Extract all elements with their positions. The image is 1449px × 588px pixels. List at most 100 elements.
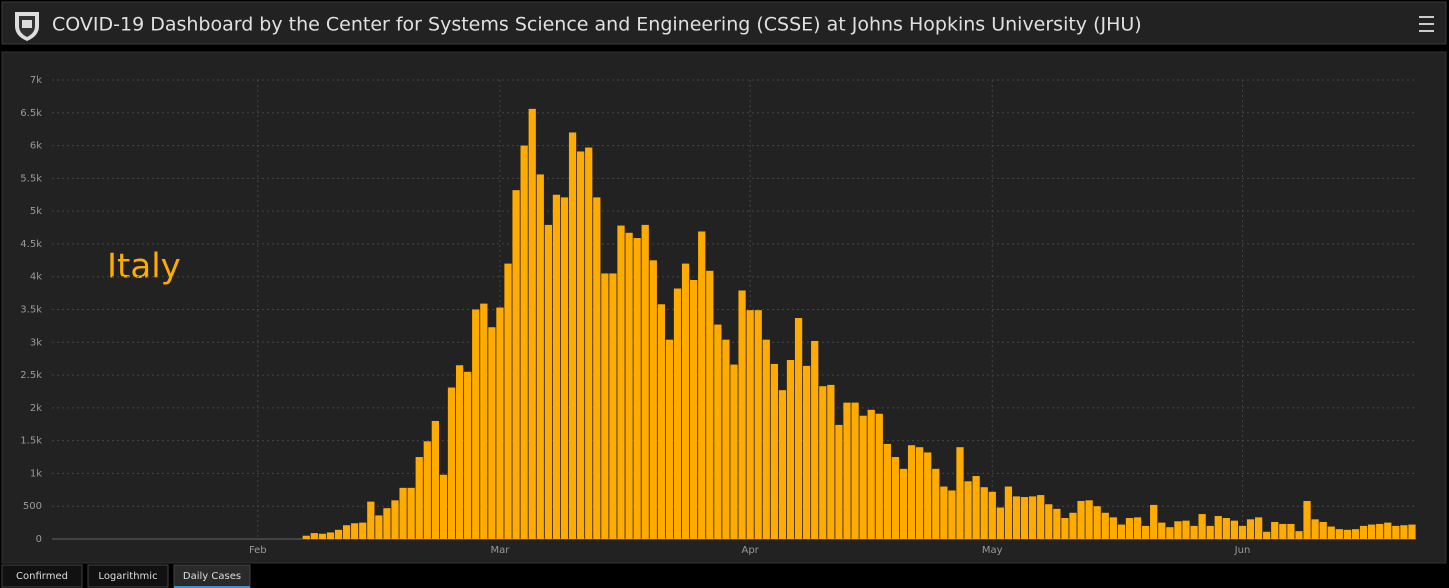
bar — [1004, 486, 1013, 539]
bar — [1222, 518, 1230, 539]
bar — [1295, 531, 1303, 539]
bar — [1085, 500, 1093, 539]
bar — [706, 270, 714, 539]
bar — [859, 415, 867, 539]
y-tick-label: 6k — [30, 141, 42, 152]
bar — [851, 402, 859, 539]
tab[interactable] — [1, 564, 83, 588]
bar — [625, 232, 633, 539]
bar — [1053, 508, 1061, 539]
y-tick-label: 500 — [23, 501, 42, 512]
bar — [714, 324, 722, 539]
bar — [940, 486, 948, 539]
bar — [1367, 524, 1376, 539]
bar — [956, 447, 964, 539]
tab-label: Daily Cases — [183, 571, 241, 582]
bar — [455, 365, 464, 539]
bar — [964, 481, 972, 539]
x-tick-label: May — [982, 545, 1003, 556]
bar — [649, 260, 657, 539]
bar — [980, 487, 988, 539]
bar — [351, 523, 359, 539]
bar — [1327, 526, 1335, 539]
bar — [1343, 529, 1352, 539]
logo — [15, 12, 39, 41]
header-title: COVID-19 Dashboard by the Center for Sys… — [52, 14, 1142, 36]
bar — [1238, 525, 1247, 539]
bar — [1190, 525, 1198, 539]
bar — [415, 457, 423, 539]
bar — [1182, 520, 1190, 539]
y-tick-label: 5k — [30, 206, 42, 217]
bar — [1400, 525, 1408, 539]
bar — [1045, 504, 1053, 539]
bar — [520, 145, 528, 540]
bar — [391, 500, 399, 539]
bar — [1109, 517, 1117, 539]
bar — [681, 263, 690, 539]
y-tick-label: 4.5k — [20, 239, 42, 250]
bar — [988, 491, 996, 539]
bar — [794, 318, 803, 539]
bar — [302, 535, 310, 539]
bar — [480, 303, 488, 539]
bar — [819, 386, 827, 539]
bar — [1206, 525, 1214, 539]
y-tick-label: 5.5k — [20, 173, 42, 184]
bar — [827, 384, 835, 539]
bar — [1287, 523, 1295, 539]
bar — [375, 515, 383, 539]
bar — [1263, 531, 1271, 539]
bar — [730, 364, 738, 539]
bar — [1077, 500, 1085, 539]
menu-icon[interactable] — [1419, 16, 1434, 32]
bar — [367, 501, 375, 539]
bar — [762, 339, 770, 539]
bar — [899, 468, 908, 539]
bar — [1093, 506, 1101, 539]
bar — [698, 231, 706, 539]
bar — [1319, 521, 1327, 539]
y-tick-label: 3.5k — [20, 305, 42, 316]
bar — [1061, 518, 1069, 539]
bar — [1335, 529, 1343, 539]
bar — [383, 508, 391, 539]
bar — [609, 273, 617, 539]
bar — [560, 197, 569, 539]
bar — [1150, 504, 1158, 539]
bar — [867, 409, 875, 539]
y-tick-label: 4k — [30, 272, 42, 283]
bar — [1230, 520, 1239, 539]
bar — [770, 363, 778, 539]
bar — [641, 224, 649, 540]
bar — [1174, 521, 1182, 539]
y-tick-label: 2k — [30, 403, 42, 414]
bar — [439, 474, 448, 539]
bar — [1166, 527, 1174, 539]
bar — [835, 424, 843, 539]
bar — [1141, 525, 1150, 539]
bar — [1020, 497, 1029, 539]
x-tick-label: Mar — [491, 545, 511, 556]
bar — [633, 238, 641, 539]
tab-bar: Confirmed Logarithmic Daily Cases — [1, 564, 251, 588]
bar — [310, 533, 318, 539]
tab-label: Logarithmic — [98, 571, 157, 582]
bar — [1271, 521, 1279, 539]
tab[interactable] — [87, 564, 169, 588]
bar — [786, 359, 795, 539]
x-tick-label: Feb — [249, 545, 267, 556]
bar — [1117, 524, 1126, 539]
y-tick-label: 1k — [30, 468, 42, 479]
bar — [359, 522, 367, 539]
bar — [1037, 495, 1045, 539]
bar — [948, 490, 956, 539]
bar — [528, 108, 536, 539]
bar — [536, 174, 544, 539]
bar — [1303, 500, 1311, 539]
bar — [972, 476, 980, 539]
bar — [1214, 516, 1222, 539]
bar — [778, 390, 787, 539]
bar — [738, 290, 746, 539]
bar — [1384, 522, 1392, 539]
